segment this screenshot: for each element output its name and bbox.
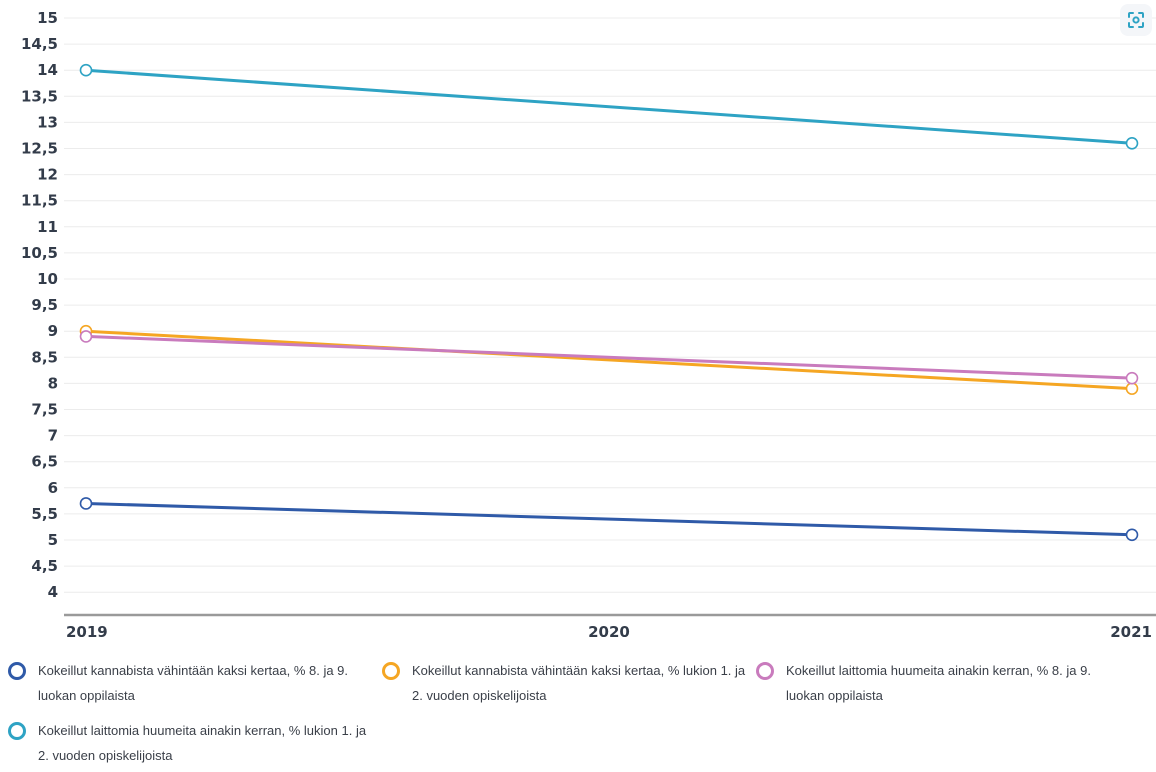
series-1-marker [8, 662, 26, 680]
legend-item-series-4[interactable]: Kokeillut laittomia huumeita ainakin ker… [8, 718, 382, 768]
y-tick-label: 9,5 [31, 296, 58, 314]
legend-item-series-2[interactable]: Kokeillut kannabista vähintään kaksi ker… [382, 658, 756, 708]
y-tick-label: 14 [37, 61, 58, 79]
series-1-line [85, 501, 1133, 537]
series-1-point[interactable] [1125, 528, 1139, 542]
grid [64, 17, 1156, 593]
y-tick-label: 12,5 [21, 140, 58, 158]
series-4-marker [8, 722, 26, 740]
x-axis-ticks: 2019 2020 2021 [66, 623, 1152, 641]
series-3-point[interactable] [1125, 371, 1139, 385]
series-4-line [85, 68, 1133, 145]
y-tick-label: 6 [48, 479, 58, 497]
y-tick-label: 11,5 [21, 192, 58, 210]
line-chart: 15 14,5 14 13,5 13 12,5 12 11,5 11 10,5 10 9,5 9 8,5 8… [21, 9, 1156, 641]
legend-item-series-1[interactable]: Kokeillut kannabista vähintään kaksi ker… [8, 658, 382, 708]
series-3-point[interactable] [79, 330, 93, 343]
y-tick-label: 7,5 [31, 401, 58, 419]
y-tick-label: 8 [48, 374, 58, 392]
series-1-point[interactable] [79, 497, 93, 510]
series-2-line [85, 329, 1133, 391]
y-tick-label: 8,5 [31, 348, 58, 366]
y-tick-label: 12 [37, 166, 58, 184]
legend-label: Kokeillut kannabista vähintään kaksi ker… [38, 663, 349, 703]
series-4-point[interactable] [1125, 136, 1139, 150]
y-tick-label: 15 [37, 9, 58, 27]
y-tick-label: 9 [48, 322, 58, 340]
scan-focus-icon [1128, 12, 1144, 28]
y-tick-label: 4,5 [31, 557, 58, 575]
series-3-line [85, 334, 1133, 380]
y-tick-label: 5,5 [31, 505, 58, 523]
y-tick-label: 4 [48, 583, 58, 601]
y-tick-label: 13 [37, 113, 58, 131]
series-2-marker [382, 662, 400, 680]
series-3-marker [756, 662, 774, 680]
y-tick-label: 7 [48, 427, 58, 445]
legend-item-series-3[interactable]: Kokeillut laittomia huumeita ainakin ker… [756, 658, 1130, 708]
series [79, 63, 1139, 542]
y-tick-label: 10,5 [21, 244, 58, 262]
y-tick-label: 10 [37, 270, 58, 288]
legend-label: Kokeillut kannabista vähintään kaksi ker… [412, 663, 746, 703]
legend-label: Kokeillut laittomia huumeita ainakin ker… [786, 663, 1091, 703]
legend-label: Kokeillut laittomia huumeita ainakin ker… [38, 723, 367, 763]
legend: Kokeillut kannabista vähintään kaksi ker… [8, 658, 1156, 768]
y-tick-label: 6,5 [31, 453, 58, 471]
y-tick-label: 5 [48, 531, 58, 549]
x-tick-label: 2021 [1110, 623, 1152, 641]
fullscreen-button[interactable] [1120, 4, 1152, 36]
y-tick-label: 11 [37, 218, 58, 236]
x-tick-label: 2020 [588, 623, 630, 641]
y-axis-ticks: 15 14,5 14 13,5 13 12,5 12 11,5 11 10,5 10 9,5 9 8,5 8… [21, 9, 58, 601]
series-2-point[interactable] [1125, 382, 1139, 395]
y-tick-label: 13,5 [21, 87, 58, 105]
y-tick-label: 14,5 [21, 35, 58, 53]
x-tick-label: 2019 [66, 623, 108, 641]
series-4-point[interactable] [79, 63, 93, 77]
